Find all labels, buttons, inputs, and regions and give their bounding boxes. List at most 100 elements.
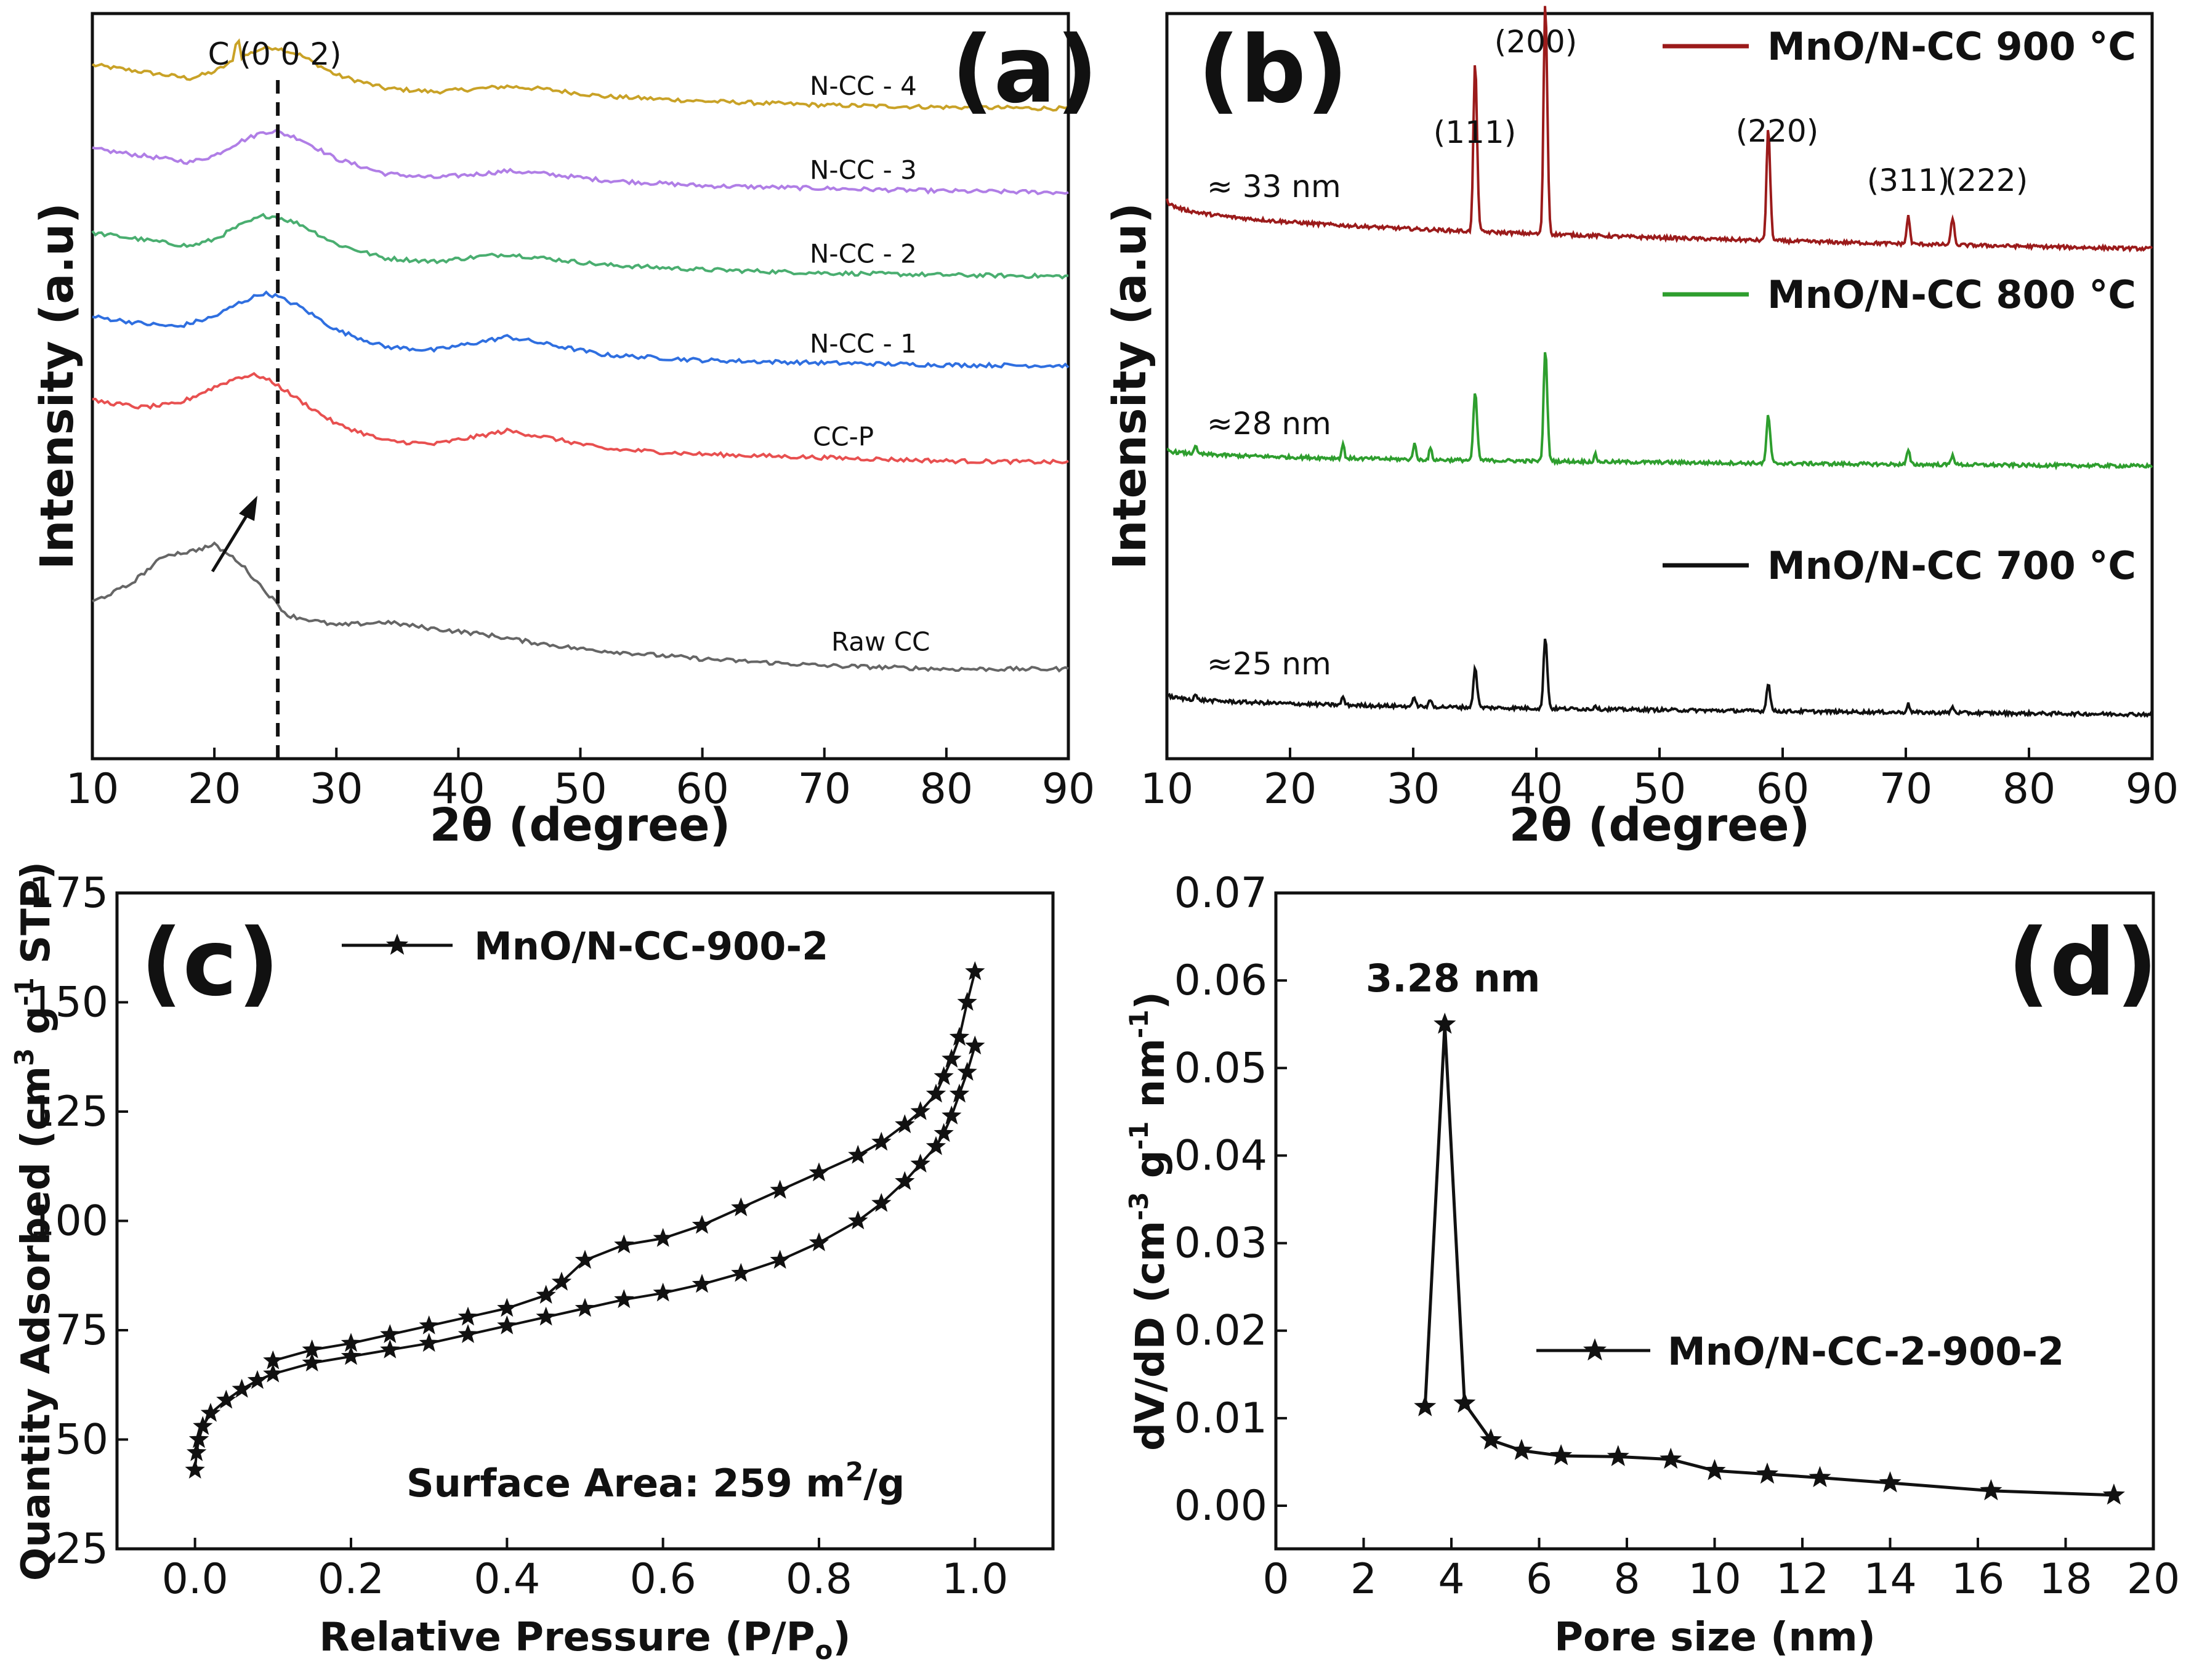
c002-label: C (0 0 2) — [208, 36, 342, 72]
panel-c-data-marker — [871, 1131, 892, 1151]
panel-a-series-label: N-CC - 4 — [810, 71, 917, 101]
panel-c-y-tick-label: 100 — [28, 1197, 108, 1246]
panel-c-x-tick-label: 0.4 — [474, 1555, 540, 1604]
panel-a-x-tick-label: 50 — [554, 765, 607, 814]
panel-a-x-tick-label: 40 — [432, 765, 485, 814]
panel-d: 0 2 4 6 8 10 12 14 16 18 20 0.00 0.01 0.02 0.03 0.04 0.0… — [1174, 869, 2180, 1604]
pore-size-annotation: 3.28 nm — [1366, 956, 1540, 1001]
panel-d-x-tick-label: 18 — [2039, 1555, 2092, 1604]
panel-c-data-marker — [653, 1282, 673, 1302]
panel-d-data-marker — [1879, 1471, 1902, 1493]
panel-c-data-marker — [934, 1066, 954, 1085]
panel-c-data-marker — [497, 1315, 517, 1335]
panel-a-series-line — [92, 129, 1069, 196]
panel-c-data-marker — [848, 1145, 868, 1164]
panel-c-data-marker — [809, 1232, 829, 1251]
panel-c-data-marker — [848, 1210, 868, 1230]
panel-a-x-tick-label: 70 — [797, 765, 851, 814]
panel-b-x-tick-label: 80 — [2002, 765, 2056, 814]
panel-c-data-marker — [731, 1197, 751, 1216]
panel-a-x-title: 2θ (degree) — [430, 799, 731, 852]
panel-b-crystallite-label: ≈28 nm — [1207, 406, 1331, 442]
panel-a-letter: (a) — [951, 17, 1098, 124]
panel-c-data-marker — [926, 1136, 946, 1155]
panel-c-data-marker — [926, 1083, 946, 1103]
panel-c-data-marker — [188, 1429, 209, 1448]
panel-d-y-tick-label: 0.00 — [1174, 1482, 1267, 1530]
panel-c-data-marker — [965, 1035, 985, 1055]
panel-d-x-tick-label: 4 — [1438, 1555, 1464, 1604]
panel-c-data-marker — [575, 1298, 595, 1317]
panel-c-x-tick-label: 0.6 — [630, 1555, 696, 1604]
panel-d-data-marker — [1980, 1479, 2002, 1501]
panel-c-data-marker — [957, 1062, 977, 1081]
panel-c-y-tick-label: 75 — [55, 1306, 108, 1355]
panel-c-data-marker — [263, 1363, 283, 1383]
panel-a-series-label: N-CC - 2 — [810, 239, 917, 269]
panel-c-legend-marker — [385, 934, 409, 955]
panel-b-series-line — [1166, 638, 2153, 719]
panel-c-data-marker — [910, 1101, 930, 1120]
panel-d-x-tick-label: 2 — [1350, 1555, 1377, 1604]
panel-c-data-marker — [419, 1315, 439, 1335]
panel-b-legend-label: MnO/N-CC 700 °C — [1767, 543, 2136, 588]
panel-c-legend-label: MnO/N-CC-900-2 — [474, 924, 828, 969]
panel-c-data-marker — [302, 1339, 322, 1359]
panel-d-y-tick-label: 0.02 — [1174, 1307, 1267, 1355]
panel-c-data-marker — [341, 1346, 361, 1365]
panel-d-data-marker — [1607, 1445, 1629, 1466]
panel-a-series-label: N-CC - 1 — [810, 329, 917, 359]
panel-c-x-tick-label: 0.0 — [162, 1555, 228, 1604]
panel-d-letter: (d) — [2007, 910, 2158, 1017]
panel-c-data-marker — [187, 1442, 207, 1461]
panel-c-data-marker — [341, 1333, 361, 1352]
panel-c-data-marker — [949, 1027, 970, 1046]
panel-d-legend-label: MnO/N-CC-2-900-2 — [1668, 1329, 2064, 1374]
panel-c-data-marker — [200, 1402, 221, 1422]
panel-d-data-marker — [1660, 1447, 1682, 1469]
panel-c-x-tick-label: 0.8 — [786, 1555, 852, 1604]
panel-c-data-marker — [247, 1370, 268, 1389]
panel-c-data-marker — [957, 991, 977, 1011]
panel-d-data-marker — [2102, 1483, 2125, 1505]
panel-c-data-marker — [614, 1234, 634, 1254]
panel-d-y-tick-label: 0.07 — [1174, 869, 1267, 918]
panel-c-y-title: Quantity Adsorbed (cm3 g-1 STP) — [9, 862, 59, 1581]
panel-c-letter: (c) — [140, 910, 280, 1017]
panel-c-data-marker — [380, 1324, 400, 1343]
panel-c-data-marker — [965, 961, 985, 980]
panel-c-data-marker — [302, 1352, 322, 1371]
panel-c-y-tick-label: 125 — [28, 1088, 108, 1136]
surface-area-annotation: Surface Area: 259 m2/g — [406, 1456, 905, 1506]
panel-c-y-tick-label: 50 — [55, 1416, 108, 1464]
panel-b-peak-label: (220) — [1736, 113, 1818, 149]
panel-d-data-marker — [1703, 1459, 1726, 1480]
panel-c-data-marker — [458, 1306, 478, 1326]
panel-b-peak-label: (200) — [1494, 24, 1577, 60]
panel-c-data-marker — [458, 1324, 478, 1343]
panel-b-x-tick-label: 90 — [2126, 765, 2179, 814]
shift-arrow — [211, 510, 251, 573]
panel-a-y-title: Intensity (a.u) — [31, 203, 84, 570]
panel-b-y-title: Intensity (a.u) — [1103, 203, 1156, 570]
panel-b-x-tick-label: 50 — [1633, 765, 1687, 814]
panel-d-x-tick-label: 14 — [1863, 1555, 1917, 1604]
panel-c-data-marker — [575, 1250, 595, 1269]
panel-c-data-marker — [614, 1289, 634, 1309]
panel-d-data-marker — [1414, 1395, 1437, 1416]
panel-c-data-marker — [185, 1460, 205, 1479]
panel-b-series-line — [1166, 6, 2153, 253]
panel-c-x-title: Relative Pressure (P/Po) — [319, 1615, 850, 1665]
panel-d-legend-marker — [1583, 1338, 1607, 1361]
panel-b-x-tick-label: 20 — [1264, 765, 1317, 814]
panel-d-data-marker — [1453, 1391, 1476, 1413]
panel-c-x-tick-label: 0.2 — [318, 1555, 384, 1604]
panel-c-data-marker — [536, 1285, 556, 1304]
panel-b-legend-label: MnO/N-CC 900 °C — [1767, 24, 2136, 69]
panel-c-y-tick-label: 150 — [28, 979, 108, 1027]
panel-a-x-tick-label: 20 — [188, 765, 241, 814]
panel-c-data-marker — [536, 1306, 556, 1326]
panel-b-series-line — [1166, 352, 2153, 470]
panel-d-y-tick-label: 0.01 — [1174, 1394, 1267, 1443]
